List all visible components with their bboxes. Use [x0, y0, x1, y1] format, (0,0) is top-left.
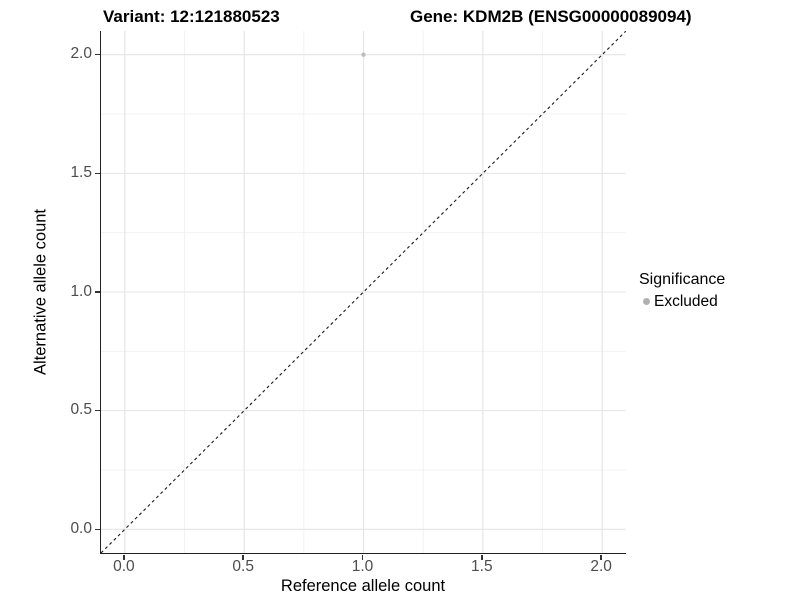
- variant-title: Variant: 12:121880523: [103, 7, 280, 26]
- chart-canvas: [101, 31, 626, 553]
- x-axis-tick-mark: [361, 554, 364, 560]
- x-axis-tick-mark: [600, 554, 602, 560]
- y-axis-tick-label: 1.5: [70, 163, 92, 181]
- y-axis-tick-mark: [95, 53, 100, 56]
- x-axis-tick-mark: [242, 554, 244, 560]
- y-axis-tick-label: 0.0: [70, 519, 92, 537]
- x-axis-tick-mark: [481, 554, 483, 560]
- plot-panel: [100, 31, 626, 554]
- x-axis-tick-label: 1.5: [471, 558, 493, 575]
- x-axis-tick-label: 0.5: [232, 558, 254, 575]
- y-axis-title: Alternative allele count: [31, 208, 50, 376]
- y-axis-tick-mark: [95, 528, 100, 531]
- x-axis-tick-label: 2.0: [590, 558, 612, 575]
- y-axis-tick-label: 0.5: [70, 401, 92, 419]
- y-axis-tick-label: 2.0: [70, 45, 92, 63]
- legend-entry-excluded: Excluded: [643, 292, 725, 311]
- gene-title: Gene: KDM2B (ENSG00000089094): [410, 7, 692, 26]
- x-axis-tick-label: 0.0: [113, 558, 135, 575]
- x-axis-tick-label: 1.0: [351, 558, 374, 575]
- y-axis-tick-mark: [95, 291, 100, 293]
- legend-entries: Excluded: [639, 292, 725, 311]
- y-axis-tick-mark: [95, 409, 100, 412]
- y-axis-tick-label: 1.0: [70, 282, 92, 300]
- legend: Significance Excluded: [639, 270, 725, 311]
- data-point-excluded: [361, 52, 366, 57]
- x-axis-tick-mark: [123, 554, 125, 560]
- legend-point-icon: [643, 298, 650, 305]
- x-axis-title: Reference allele count: [280, 577, 446, 595]
- legend-entry-label: Excluded: [654, 293, 718, 310]
- y-axis-tick-mark: [95, 172, 100, 175]
- legend-title: Significance: [639, 271, 726, 288]
